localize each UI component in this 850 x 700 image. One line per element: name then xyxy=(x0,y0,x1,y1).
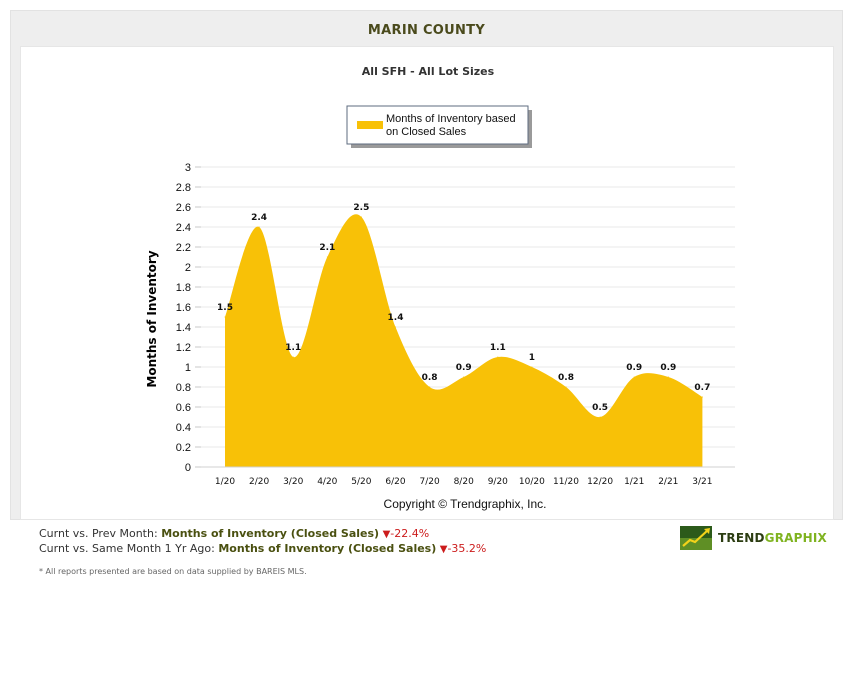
data-label: 1.1 xyxy=(285,343,301,353)
data-label: 1.4 xyxy=(388,313,404,323)
y-tick-label: 1.2 xyxy=(176,342,191,354)
summary-prev-month-prefix: Curnt vs. Prev Month: xyxy=(39,527,158,540)
data-point xyxy=(463,376,465,378)
y-tick-label: 0 xyxy=(185,462,191,474)
data-point xyxy=(360,216,362,218)
y-tick-label: 0.6 xyxy=(176,402,191,414)
chart-panel: All SFH - All Lot Sizes Months of Invent… xyxy=(20,46,834,520)
data-label: 1.5 xyxy=(217,303,233,313)
y-tick-label: 1.4 xyxy=(176,322,191,334)
data-point xyxy=(258,226,260,228)
data-label: 0.8 xyxy=(558,373,574,383)
data-label: 1 xyxy=(529,353,535,363)
data-label: 2.1 xyxy=(319,243,335,253)
footnote: * All reports presented are based on dat… xyxy=(39,567,307,576)
x-tick-label: 7/20 xyxy=(419,477,439,487)
trendgraphix-logo-icon xyxy=(680,526,712,550)
data-point xyxy=(701,396,703,398)
page-title: MARIN COUNTY xyxy=(367,23,486,38)
copyright-annotation: Copyright © Trendgraphix, Inc. xyxy=(384,497,547,511)
data-point xyxy=(224,316,226,318)
summary-year-ago-prefix: Curnt vs. Same Month 1 Yr Ago: xyxy=(39,542,215,555)
data-point xyxy=(497,356,499,358)
data-point xyxy=(395,326,396,328)
summary-prev-month-change: -22.4% xyxy=(390,527,430,540)
data-point xyxy=(326,256,328,258)
y-axis-label: Months of Inventory xyxy=(145,250,159,387)
report-frame: MARIN COUNTY All SFH - All Lot Sizes Mon… xyxy=(10,10,843,520)
x-tick-label: 1/21 xyxy=(624,477,644,487)
down-triangle-icon: ▼ xyxy=(382,529,391,540)
summary-prev-month-metric: Months of Inventory (Closed Sales) xyxy=(161,527,380,540)
legend-swatch xyxy=(357,121,383,129)
area-series xyxy=(225,214,703,467)
logo-text-graphix: GRAPHIX xyxy=(764,531,827,545)
y-tick-label: 0.2 xyxy=(176,442,191,454)
summary-year-ago: Curnt vs. Same Month 1 Yr Ago: Months of… xyxy=(39,542,486,557)
summary-prev-month: Curnt vs. Prev Month: Months of Inventor… xyxy=(39,527,486,542)
x-tick-label: 11/20 xyxy=(553,477,579,487)
down-triangle-icon: ▼ xyxy=(439,544,448,555)
legend-label: Months of Inventory based on Closed Sale… xyxy=(386,113,519,138)
data-label: 0.9 xyxy=(456,363,472,373)
y-tick-label: 2.4 xyxy=(176,222,191,234)
y-tick-label: 1.8 xyxy=(176,282,191,294)
summary-year-ago-change: -35.2% xyxy=(447,542,487,555)
chart: All SFH - All Lot Sizes Months of Invent… xyxy=(145,65,735,511)
y-tick-label: 1 xyxy=(185,362,191,374)
legend: Months of Inventory based on Closed Sale… xyxy=(346,105,532,148)
data-label: 2.5 xyxy=(353,203,369,213)
x-tick-label: 6/20 xyxy=(385,477,405,487)
y-axis-ticks: 0 0.2 0.4 0.6 0.8 1 1.2 1.4 1.6 1.8 2 2.2 2.4 2.6 2.8 3 xyxy=(176,162,201,474)
data-point xyxy=(292,356,294,358)
y-tick-label: 2 xyxy=(185,262,191,274)
x-tick-label: 10/20 xyxy=(519,477,545,487)
logo-text: TRENDGRAPHIX xyxy=(718,531,827,545)
y-tick-label: 2.2 xyxy=(176,242,191,254)
data-label: 2.4 xyxy=(251,213,267,223)
legend-label-line-2: on Closed Sales xyxy=(386,126,467,138)
summary: Curnt vs. Prev Month: Months of Inventor… xyxy=(39,527,486,557)
x-tick-label: 9/20 xyxy=(488,477,508,487)
y-tick-label: 3 xyxy=(185,162,191,174)
data-point xyxy=(633,376,635,378)
summary-year-ago-metric: Months of Inventory (Closed Sales) xyxy=(218,542,437,555)
y-tick-label: 0.8 xyxy=(176,382,191,394)
data-point xyxy=(565,386,567,388)
x-tick-label: 4/20 xyxy=(317,477,337,487)
x-tick-label: 2/21 xyxy=(658,477,678,487)
data-point xyxy=(429,386,431,388)
data-label: 0.9 xyxy=(626,363,642,373)
chart-title: All SFH - All Lot Sizes xyxy=(362,65,495,78)
x-tick-label: 5/20 xyxy=(351,477,371,487)
data-label: 0.5 xyxy=(592,403,608,413)
x-tick-label: 1/20 xyxy=(215,477,235,487)
legend-label-line-1: Months of Inventory based xyxy=(386,113,516,125)
x-tick-label: 3/20 xyxy=(283,477,303,487)
y-tick-label: 2.6 xyxy=(176,202,191,214)
data-point xyxy=(599,416,601,418)
x-tick-label: 12/20 xyxy=(587,477,613,487)
y-tick-label: 2.8 xyxy=(176,182,191,194)
data-point xyxy=(531,366,533,368)
data-label: 1.1 xyxy=(490,343,506,353)
y-tick-label: 0.4 xyxy=(176,422,191,434)
data-labels: 1.5 2.4 1.1 2.1 2.5 1.4 0.8 0.9 1.1 1 0.8 0.5 0.9 0.9… xyxy=(217,203,710,418)
data-point xyxy=(667,376,669,378)
data-label: 0.9 xyxy=(660,363,676,373)
logo-text-trend: TREND xyxy=(718,531,765,545)
x-tick-label: 8/20 xyxy=(454,477,474,487)
data-label: 0.8 xyxy=(422,373,438,383)
x-tick-label: 2/20 xyxy=(249,477,269,487)
x-axis-ticks: 1/20 2/20 3/20 4/20 5/20 6/20 7/20 8/20 9/20 10/2… xyxy=(201,466,735,487)
trendgraphix-logo: TRENDGRAPHIX xyxy=(680,526,827,550)
y-tick-label: 1.6 xyxy=(176,302,191,314)
x-tick-label: 3/21 xyxy=(692,477,712,487)
data-label: 0.7 xyxy=(694,383,710,393)
